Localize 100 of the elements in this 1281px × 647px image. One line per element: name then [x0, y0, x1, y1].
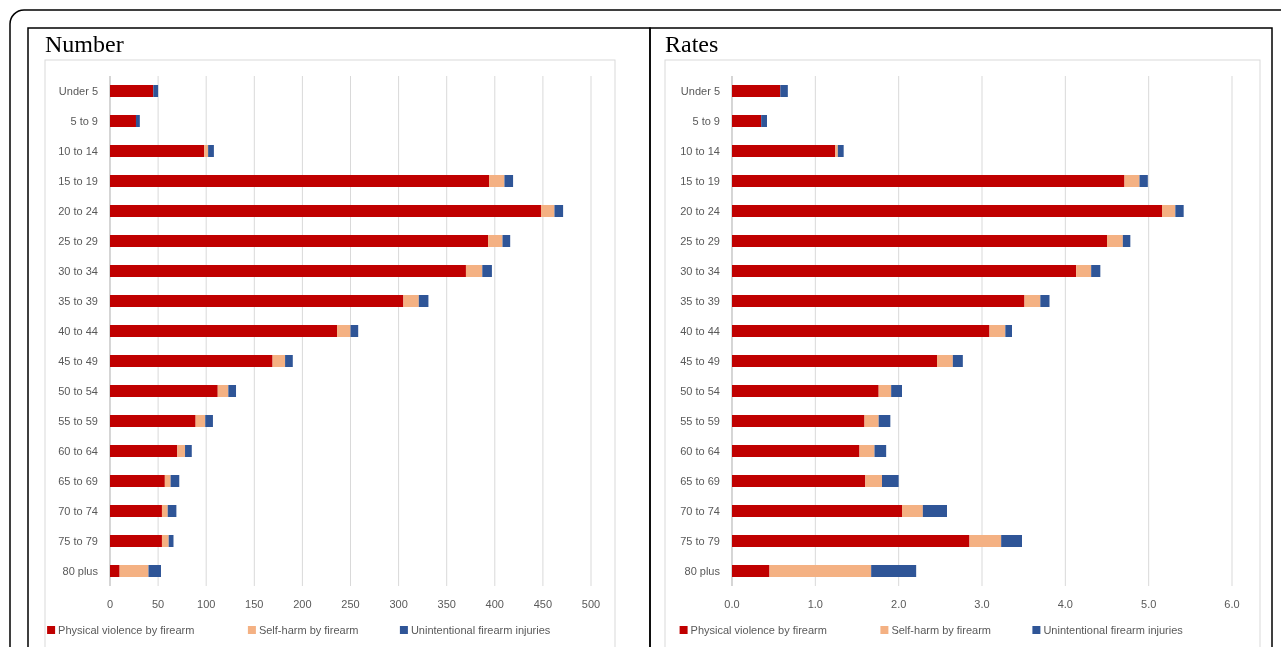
y-tick-label: 25 to 29 — [680, 234, 720, 247]
y-tick-label: 50 to 54 — [58, 384, 98, 397]
bar — [1001, 535, 1022, 547]
bar — [110, 325, 338, 337]
y-tick-label: 10 to 14 — [58, 144, 98, 157]
bar — [110, 295, 404, 307]
bar — [110, 265, 466, 277]
bar — [732, 235, 1107, 247]
y-tick-label: 55 to 59 — [58, 414, 98, 427]
bar — [228, 385, 237, 397]
bar — [1005, 325, 1012, 337]
bar — [489, 175, 505, 187]
bar — [554, 205, 564, 217]
bar — [110, 475, 165, 487]
bar — [161, 505, 168, 517]
x-tick-label: 6.0 — [1224, 597, 1240, 610]
bar — [871, 565, 917, 577]
bar — [110, 385, 218, 397]
y-tick-label: 70 to 74 — [58, 504, 98, 517]
y-tick-label: 40 to 44 — [680, 324, 720, 337]
bar — [110, 205, 541, 217]
legend-label: Self-harm by firearm — [891, 624, 992, 637]
bar — [732, 565, 770, 577]
legend-label: Self-harm by firearm — [258, 624, 359, 637]
bar — [732, 295, 1025, 307]
bar — [1024, 295, 1041, 307]
y-tick-label: 65 to 69 — [58, 474, 98, 487]
bar — [1076, 265, 1092, 277]
bar — [185, 445, 192, 457]
bar — [403, 295, 419, 307]
bar — [110, 505, 162, 517]
bar — [135, 115, 140, 127]
x-tick-label: 100 — [197, 597, 216, 610]
x-tick-label: 3.0 — [974, 597, 990, 610]
bar — [732, 265, 1077, 277]
bar — [732, 85, 781, 97]
y-tick-label: 55 to 59 — [680, 414, 720, 427]
y-tick-label: 30 to 34 — [58, 264, 98, 277]
bar — [1139, 175, 1148, 187]
bar — [732, 475, 866, 487]
x-tick-label: 400 — [485, 597, 504, 610]
y-tick-label: 30 to 34 — [680, 264, 720, 277]
bar — [835, 145, 838, 157]
bar — [195, 415, 206, 427]
y-tick-label: 50 to 54 — [680, 384, 720, 397]
bar — [1175, 205, 1184, 217]
x-tick-label: 0.0 — [724, 597, 740, 610]
bar — [167, 505, 177, 517]
y-tick-label: 45 to 49 — [680, 354, 720, 367]
x-tick-label: 500 — [581, 597, 601, 610]
bar — [891, 385, 902, 397]
bar — [148, 565, 161, 577]
bar — [732, 385, 879, 397]
y-tick-label: 40 to 44 — [58, 324, 98, 337]
y-tick-label: 80 plus — [684, 564, 721, 577]
x-tick-label: 1.0 — [807, 597, 823, 610]
bar — [878, 385, 892, 397]
y-tick-label: 70 to 74 — [680, 504, 720, 517]
y-tick-label: 75 to 79 — [58, 534, 98, 547]
bar — [272, 355, 286, 367]
legend-label: Unintentional firearm injuries — [1043, 624, 1184, 637]
y-tick-label: 35 to 39 — [680, 294, 720, 307]
bar — [969, 535, 1002, 547]
bar — [418, 295, 429, 307]
bar — [732, 355, 937, 367]
legend-label: Unintentional firearm injuries — [410, 624, 551, 637]
bar — [732, 115, 762, 127]
y-tick-label: 20 to 24 — [680, 204, 720, 217]
bar — [110, 445, 178, 457]
x-tick-label: 350 — [437, 597, 456, 610]
bar — [902, 505, 923, 517]
bar — [732, 445, 860, 457]
bar — [922, 505, 947, 517]
bar — [780, 85, 788, 97]
bar — [1091, 265, 1101, 277]
bar — [732, 145, 836, 157]
x-tick-label: 150 — [245, 597, 264, 610]
bar — [952, 355, 963, 367]
x-tick-label: 300 — [389, 597, 408, 610]
bar — [864, 415, 879, 427]
y-tick-label: 10 to 14 — [680, 144, 720, 157]
y-tick-label: 15 to 19 — [58, 174, 98, 187]
chart-title: Number — [45, 31, 124, 57]
x-tick-label: 5.0 — [1141, 597, 1157, 610]
bar — [205, 415, 213, 427]
bar — [110, 355, 273, 367]
bar — [110, 235, 489, 247]
y-tick-label: 25 to 29 — [58, 234, 98, 247]
x-tick-label: 50 — [151, 597, 165, 610]
bar — [110, 175, 490, 187]
y-tick-label: 45 to 49 — [58, 354, 98, 367]
bar — [110, 85, 154, 97]
bar — [1162, 205, 1176, 217]
y-tick-label: 5 to 9 — [692, 114, 720, 127]
bar — [285, 355, 293, 367]
x-tick-label: 4.0 — [1057, 597, 1073, 610]
bar — [164, 475, 171, 487]
bar — [937, 355, 953, 367]
y-tick-label: Under 5 — [58, 84, 98, 97]
bar — [732, 505, 902, 517]
